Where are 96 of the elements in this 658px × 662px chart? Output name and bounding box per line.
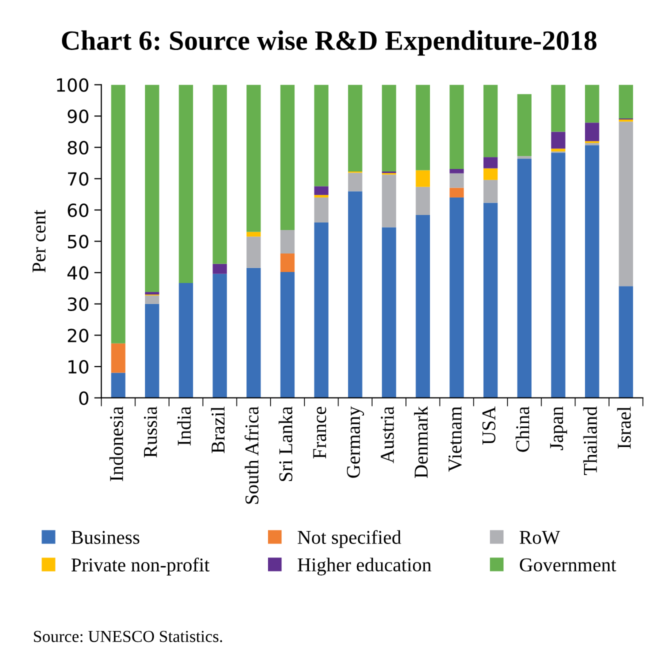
bar xyxy=(517,158,532,398)
x-tick-label: Thailand xyxy=(583,406,597,475)
y-tick-label: 0 xyxy=(79,391,88,405)
bar xyxy=(280,272,295,398)
bar xyxy=(382,84,396,172)
chart-title: Chart 6: Source wise R&D Expenditure-2018 xyxy=(62,30,596,56)
bar xyxy=(212,84,227,264)
bar xyxy=(178,84,194,283)
bar xyxy=(280,254,295,272)
bar xyxy=(144,84,160,292)
legend-label: Business xyxy=(71,530,140,544)
bar xyxy=(382,227,396,398)
bar xyxy=(618,119,634,122)
y-axis-title: Per cent xyxy=(32,210,46,272)
y-tick-label: 40 xyxy=(67,266,88,280)
x-tick-label: Russia xyxy=(144,406,157,458)
bar xyxy=(246,268,261,398)
bar xyxy=(483,202,498,398)
legend-label: Government xyxy=(520,558,616,572)
bar xyxy=(450,168,464,174)
x-tick-label: Israel xyxy=(617,406,631,449)
bar xyxy=(483,180,498,203)
bar xyxy=(314,186,328,195)
bar xyxy=(483,84,498,158)
y-tick-label: 70 xyxy=(68,172,88,186)
x-tick-label: Germany xyxy=(346,406,364,478)
bar xyxy=(416,214,430,398)
x-tick-label: Brazil xyxy=(210,406,225,454)
bar xyxy=(280,84,295,230)
bar xyxy=(212,274,227,398)
x-tick-label: France xyxy=(313,406,326,459)
y-tick-label: 90 xyxy=(68,110,88,124)
bar xyxy=(348,84,362,172)
legend-label: Higher education xyxy=(298,558,432,576)
bar xyxy=(212,264,227,274)
bar xyxy=(517,94,532,156)
bar xyxy=(348,172,362,192)
bar xyxy=(450,197,464,398)
y-tick-label: 20 xyxy=(68,328,88,342)
legend-label: RoW xyxy=(520,531,560,544)
bar xyxy=(483,168,498,180)
x-tick-label: Vietnam xyxy=(448,406,462,472)
bar xyxy=(450,84,464,169)
source-note: Source: UNESCO Statistics. xyxy=(34,630,222,642)
bar xyxy=(144,292,160,295)
bar xyxy=(314,222,328,398)
legend-label: Private non-profit xyxy=(71,558,210,576)
x-tick-label: Japan xyxy=(550,406,568,450)
bar xyxy=(111,372,126,398)
bar xyxy=(111,343,126,373)
x-tick-label: USA xyxy=(482,406,496,445)
x-tick-label: Denmark xyxy=(414,406,428,478)
bar xyxy=(314,194,328,198)
x-tick-label: Austria xyxy=(380,406,394,464)
x-tick-label: China xyxy=(516,406,530,452)
bar xyxy=(551,148,566,152)
bar xyxy=(618,122,634,286)
bar xyxy=(551,132,566,149)
bar xyxy=(382,174,396,228)
bar xyxy=(618,84,634,119)
x-tick-label: India xyxy=(177,406,191,446)
y-tick-label: 10 xyxy=(68,360,88,374)
bar xyxy=(584,122,600,142)
bar xyxy=(584,84,600,123)
bar xyxy=(551,152,566,398)
x-tick-label: Indonesia xyxy=(109,406,124,482)
bar xyxy=(483,157,498,168)
bar xyxy=(517,156,532,159)
bar xyxy=(178,282,194,398)
bar xyxy=(618,286,634,398)
y-tick-label: 30 xyxy=(68,297,88,312)
bar xyxy=(450,188,464,198)
bar xyxy=(280,230,295,254)
bar xyxy=(450,173,464,188)
y-tick-label: 50 xyxy=(68,234,88,248)
bar xyxy=(551,84,566,132)
bar xyxy=(144,295,160,304)
y-tick-label: 60 xyxy=(68,203,88,218)
bar xyxy=(416,170,430,187)
legend-label: Not specified xyxy=(298,530,402,548)
bar xyxy=(246,232,261,237)
bar xyxy=(416,84,430,170)
bar xyxy=(246,236,261,268)
bar xyxy=(314,197,328,223)
bar xyxy=(584,142,600,146)
bar xyxy=(584,145,600,398)
bar xyxy=(111,84,126,344)
bar xyxy=(246,84,261,232)
bar xyxy=(144,304,160,398)
bar xyxy=(416,186,430,215)
bar xyxy=(348,191,362,398)
bar xyxy=(314,84,328,186)
y-tick-label: 100 xyxy=(57,78,88,92)
y-tick-label: 80 xyxy=(68,140,88,154)
x-tick-label: Sri Lanka xyxy=(278,406,292,482)
x-tick-label: South Africa xyxy=(244,406,259,504)
